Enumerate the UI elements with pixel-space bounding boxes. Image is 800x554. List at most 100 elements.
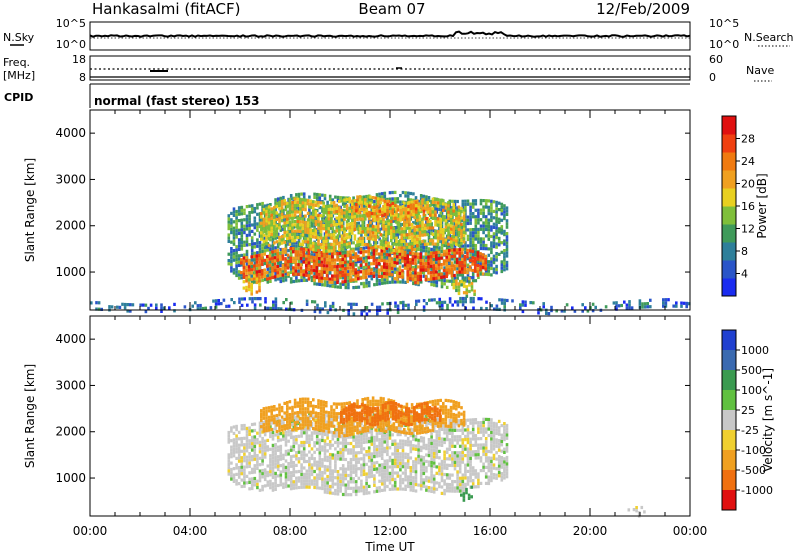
- echo-cell: [310, 479, 314, 483]
- echo-cell: [500, 301, 504, 305]
- echo-cell: [251, 300, 254, 304]
- echo-cell: [310, 453, 314, 457]
- echo-cell: [288, 207, 292, 211]
- echo-cell: [237, 469, 241, 473]
- echo-cell: [362, 265, 366, 269]
- echo-cell: [339, 234, 342, 238]
- echo-cell: [268, 263, 272, 268]
- echo-cell: [326, 442, 329, 447]
- echo-cell: [422, 268, 425, 272]
- echo-cell: [240, 225, 244, 229]
- echo-cell: [323, 197, 327, 201]
- echo-cell: [275, 224, 279, 228]
- echo-cell: [300, 479, 303, 483]
- echo-cell: [292, 256, 295, 260]
- echo-cell: [270, 210, 273, 214]
- echo-cell: [309, 202, 312, 206]
- echo-cell: [307, 274, 311, 278]
- echo-cell: [368, 204, 371, 208]
- echo-cell: [307, 258, 311, 262]
- echo-cell: [503, 207, 506, 211]
- echo-cell: [271, 456, 275, 460]
- echo-cell: [160, 306, 163, 310]
- echo-cell: [345, 213, 349, 217]
- echo-cell: [357, 460, 361, 464]
- echo-cell: [383, 272, 386, 276]
- echo-cell: [414, 268, 417, 272]
- echo-cell: [287, 226, 290, 230]
- echo-cell: [476, 257, 480, 261]
- echo-cell: [323, 480, 327, 485]
- echo-cell: [308, 463, 311, 467]
- echo-cell: [297, 476, 301, 480]
- echo-cell: [357, 285, 361, 289]
- echo-cell: [425, 259, 428, 263]
- echo-cell: [271, 263, 275, 267]
- echo-cell: [500, 263, 504, 267]
- echo-cell: [331, 268, 334, 272]
- echo-cell: [357, 457, 361, 461]
- echo-cell: [300, 278, 303, 283]
- echo-cell: [360, 479, 363, 483]
- echo-cell: [230, 474, 233, 478]
- echo-cell: [353, 227, 357, 232]
- echo-cell: [248, 297, 252, 301]
- echo-cell: [278, 204, 281, 208]
- echo-cell: [417, 202, 421, 206]
- echo-cell: [349, 451, 353, 455]
- echo-cell: [131, 303, 135, 307]
- echo-cell: [448, 297, 452, 301]
- echo-cell: [253, 467, 257, 471]
- echo-cell: [321, 470, 324, 475]
- echo-cell: [250, 470, 254, 475]
- echo-cell: [431, 210, 435, 214]
- echo-cell: [365, 258, 368, 263]
- echo-cell: [445, 258, 448, 263]
- echo-cell: [451, 303, 454, 307]
- echo-cell: [126, 309, 129, 313]
- echo-cell: [295, 205, 298, 210]
- echo-cell: [313, 482, 316, 486]
- echo-cell: [321, 474, 324, 478]
- echo-cell: [473, 289, 476, 293]
- echo-cell: [474, 253, 478, 257]
- echo-cell: [464, 225, 467, 229]
- echo-cell: [235, 479, 238, 483]
- echo-cell: [421, 208, 424, 212]
- echo-cell: [487, 272, 491, 277]
- echo-cell: [390, 232, 393, 236]
- echo-cell: [390, 226, 393, 230]
- echo-cell: [245, 240, 249, 244]
- echo-cell: [500, 205, 504, 210]
- echo-cell: [370, 452, 374, 456]
- echo-cell: [275, 227, 279, 231]
- echo-cell: [340, 221, 344, 225]
- echo-cell: [416, 247, 419, 251]
- echo-cell: [482, 199, 485, 203]
- echo-cell: [662, 298, 665, 302]
- echo-cell: [492, 267, 496, 271]
- echo-cell: [322, 246, 325, 250]
- echo-cell: [409, 261, 412, 265]
- echo-cell: [307, 267, 311, 271]
- echo-cell: [361, 217, 364, 221]
- echo-cell: [295, 470, 298, 474]
- echo-cell: [341, 270, 344, 274]
- echo-cell: [477, 259, 480, 263]
- echo-cell: [326, 283, 329, 288]
- echo-cell: [305, 270, 308, 274]
- echo-cell: [305, 453, 309, 457]
- echo-cell: [296, 210, 299, 214]
- echo-cell: [291, 216, 294, 221]
- echo-cell: [380, 281, 384, 285]
- echo-cell: [367, 456, 371, 460]
- echo-cell: [388, 256, 391, 260]
- echo-cell: [367, 452, 371, 456]
- echo-cell: [360, 489, 363, 493]
- echo-cell: [384, 228, 388, 232]
- echo-cell: [432, 270, 435, 274]
- echo-cell: [314, 232, 318, 236]
- echo-cell: [256, 482, 259, 486]
- echo-cell: [302, 195, 306, 199]
- echo-cell: [490, 212, 493, 216]
